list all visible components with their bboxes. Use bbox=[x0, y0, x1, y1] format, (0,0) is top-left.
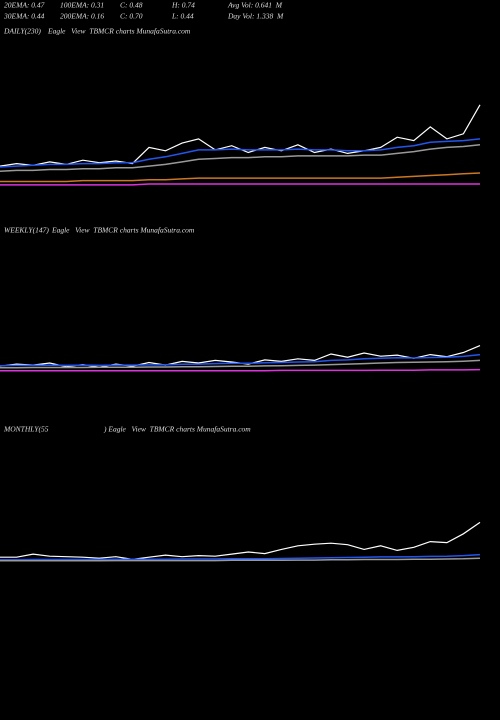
price-line bbox=[0, 368, 481, 372]
header-stat: 30EMA: 0.44 bbox=[3, 12, 45, 21]
chart-subtitle: Eagle View TBMCR charts MunafaSutra.com bbox=[51, 226, 195, 235]
price-line bbox=[0, 521, 481, 560]
chart-title: WEEKLY(147) bbox=[4, 226, 49, 235]
header-stat: 100EMA: 0.31 bbox=[60, 1, 104, 10]
price-line bbox=[0, 557, 481, 562]
header-stat: 200EMA: 0.16 bbox=[60, 12, 104, 21]
header-stat: 20EMA: 0.47 bbox=[4, 1, 45, 10]
price-line bbox=[0, 172, 481, 183]
chart-title: MONTHLY(55 bbox=[3, 425, 49, 434]
price-line bbox=[0, 138, 481, 168]
header-stat: Day Vol: 1.338 M bbox=[227, 12, 284, 21]
chart-subtitle: ) Eagle View TBMCR charts MunafaSutra.co… bbox=[103, 425, 251, 434]
header-stat: L: 0.44 bbox=[171, 12, 194, 21]
price-line bbox=[0, 359, 481, 369]
price-line bbox=[0, 144, 481, 173]
price-line bbox=[0, 553, 481, 561]
header-stat: Avg Vol: 0.641 M bbox=[227, 1, 283, 10]
header-stat: C: 0.48 bbox=[120, 1, 143, 10]
chart-subtitle: Eagle View TBMCR charts MunafaSutra.com bbox=[47, 27, 191, 36]
header-stat: C: 0.70 bbox=[120, 12, 143, 21]
chart-title: DAILY(230) bbox=[3, 27, 41, 36]
header-stat: H: 0.74 bbox=[171, 1, 195, 10]
price-line bbox=[0, 183, 480, 186]
price-line bbox=[0, 353, 481, 367]
